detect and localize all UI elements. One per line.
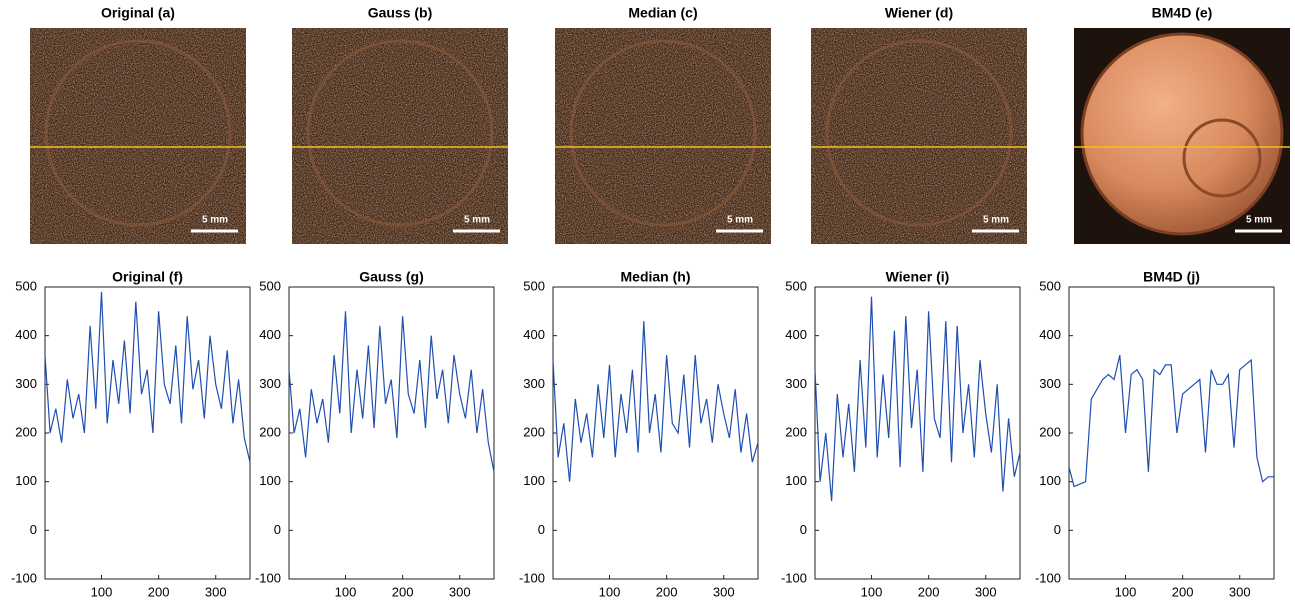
image: 5 mm	[811, 28, 1027, 244]
y-tick-label: 300	[523, 376, 545, 391]
y-tick-label: 0	[538, 522, 545, 537]
y-tick-label: 500	[785, 278, 807, 293]
image-noise	[555, 28, 771, 244]
scale-label: 5 mm	[464, 215, 490, 226]
y-tick-label: 100	[523, 473, 545, 488]
coin-outline	[569, 39, 757, 227]
image-title: BM4D (e)	[1152, 5, 1213, 21]
x-tick-label: 100	[335, 584, 357, 599]
x-tick-label: 100	[1115, 584, 1137, 599]
x-tick-label: 200	[656, 584, 678, 599]
y-tick-label: 200	[15, 424, 37, 439]
y-tick-label: 400	[785, 327, 807, 342]
y-tick-label: 100	[259, 473, 281, 488]
x-tick-label: 200	[918, 584, 940, 599]
plot-area	[1068, 286, 1275, 580]
image: 5 mm	[555, 28, 771, 244]
coin-outline	[44, 39, 232, 227]
y-tick-label: 100	[785, 473, 807, 488]
scale-label: 5 mm	[727, 215, 753, 226]
x-tick-label: 200	[1172, 584, 1194, 599]
y-tick-label: 500	[1039, 278, 1061, 293]
data-line	[288, 311, 495, 473]
chart-title: Gauss (g)	[359, 269, 424, 285]
data-line	[1068, 354, 1274, 488]
y-tick-label: 200	[1039, 424, 1061, 439]
y-tick-label: 200	[785, 424, 807, 439]
x-tick-label: 300	[713, 584, 735, 599]
plot-area	[814, 286, 1021, 580]
image: 5 mm	[1074, 28, 1290, 244]
x-tick-label: 300	[205, 584, 227, 599]
x-tick-label: 300	[449, 584, 471, 599]
y-tick-label: 500	[259, 278, 281, 293]
coin	[1080, 32, 1284, 236]
y-tick-label: 0	[30, 522, 37, 537]
image-noise	[811, 28, 1027, 244]
x-tick-label: 100	[91, 584, 113, 599]
scale-label: 5 mm	[202, 215, 228, 226]
image: 5 mm	[292, 28, 508, 244]
data-line	[814, 296, 1021, 502]
y-tick-label: -100	[11, 570, 37, 585]
y-tick-label: 300	[1039, 376, 1061, 391]
y-tick-label: 400	[259, 327, 281, 342]
y-tick-label: 400	[15, 327, 37, 342]
x-tick-label: 200	[148, 584, 170, 599]
y-tick-label: 200	[259, 424, 281, 439]
y-tick-label: 400	[1039, 327, 1061, 342]
chart-title: Original (f)	[112, 269, 183, 285]
y-tick-label: 500	[523, 278, 545, 293]
y-tick-label: 500	[15, 278, 37, 293]
scale-label: 5 mm	[983, 215, 1009, 226]
chart-title: BM4D (j)	[1143, 269, 1200, 285]
x-tick-label: 200	[392, 584, 414, 599]
y-tick-label: -100	[781, 570, 807, 585]
y-tick-label: 400	[523, 327, 545, 342]
y-tick-label: 100	[1039, 473, 1061, 488]
y-tick-label: 0	[274, 522, 281, 537]
plot-area	[288, 286, 495, 580]
y-tick-label: -100	[519, 570, 545, 585]
data-line	[44, 291, 251, 463]
scale-label: 5 mm	[1246, 215, 1272, 226]
y-tick-label: 0	[1054, 522, 1061, 537]
image-title: Original (a)	[101, 5, 175, 21]
image-title: Wiener (d)	[885, 5, 953, 21]
plot-area	[44, 286, 251, 580]
x-tick-label: 300	[975, 584, 997, 599]
x-tick-label: 100	[599, 584, 621, 599]
chart-title: Wiener (i)	[886, 269, 950, 285]
y-tick-label: 100	[15, 473, 37, 488]
plot-area	[552, 286, 759, 580]
image-noise	[30, 28, 246, 244]
data-line	[552, 321, 759, 482]
y-tick-label: 300	[259, 376, 281, 391]
y-tick-label: -100	[255, 570, 281, 585]
image-noise	[292, 28, 508, 244]
y-tick-label: 300	[15, 376, 37, 391]
coin-outline	[306, 39, 494, 227]
x-tick-label: 300	[1229, 584, 1251, 599]
image-title: Gauss (b)	[368, 5, 433, 21]
y-tick-label: -100	[1035, 570, 1061, 585]
x-tick-label: 100	[861, 584, 883, 599]
image: 5 mm	[30, 28, 246, 244]
y-tick-label: 300	[785, 376, 807, 391]
coin-globe	[1182, 118, 1262, 198]
coin-outline	[825, 39, 1013, 227]
y-tick-label: 200	[523, 424, 545, 439]
image-title: Median (c)	[628, 5, 697, 21]
y-tick-label: 0	[800, 522, 807, 537]
chart-title: Median (h)	[621, 269, 691, 285]
